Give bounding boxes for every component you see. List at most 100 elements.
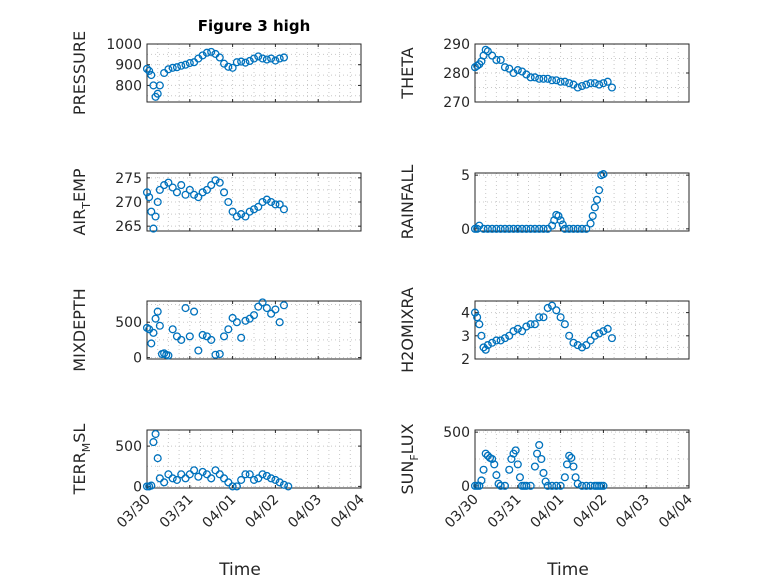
data-point <box>160 181 169 190</box>
data-point <box>237 333 246 342</box>
y-axis-label: AIRTEMP <box>70 168 93 235</box>
subplot-7: 0 500 03/30 03/31 04/01 04/02 04/03 04/04 TERRMS… <box>70 424 368 580</box>
data-point <box>164 65 173 74</box>
data-point <box>582 224 591 233</box>
x-tick-label: 04/03 <box>285 492 325 532</box>
data-point <box>496 55 505 64</box>
axes-box <box>474 300 690 360</box>
data-point <box>241 58 250 67</box>
data-point <box>530 320 539 329</box>
data-point <box>473 61 482 70</box>
data-point <box>232 482 241 491</box>
data-point <box>539 468 548 478</box>
data-point <box>211 176 220 185</box>
data-point <box>155 81 164 90</box>
data-point <box>577 481 587 490</box>
data-point <box>607 334 617 343</box>
data-point <box>473 313 482 322</box>
data-point <box>556 481 565 490</box>
data-point <box>599 79 608 88</box>
data-point <box>224 478 233 487</box>
data-point <box>477 331 486 340</box>
data-point <box>262 471 271 480</box>
data-point <box>249 311 259 320</box>
data-point <box>518 224 527 233</box>
data-point <box>526 320 535 329</box>
data-point <box>541 477 550 486</box>
data-point <box>558 220 567 229</box>
data-point <box>147 481 156 490</box>
data-point <box>147 339 156 348</box>
data-point <box>586 219 595 228</box>
data-point <box>284 482 293 491</box>
data-point <box>556 77 565 86</box>
data-point <box>526 224 535 233</box>
data-point <box>279 301 289 310</box>
data-point <box>479 343 488 352</box>
data-point <box>603 77 612 86</box>
data-point <box>168 325 177 334</box>
data-point <box>219 188 229 197</box>
data-point <box>181 60 190 69</box>
data-point <box>215 470 224 479</box>
data-point <box>554 211 563 221</box>
data-point <box>513 66 522 75</box>
data-point <box>492 224 501 233</box>
data-point <box>569 462 578 471</box>
data-point <box>224 197 233 207</box>
data-point <box>511 446 520 455</box>
data-point <box>595 80 604 89</box>
data-point <box>500 334 510 343</box>
subplot-3: 265 270 275 AIRTEMP <box>70 168 362 236</box>
x-tick-label: 03/31 <box>485 492 525 532</box>
data-point <box>202 185 211 194</box>
y-axis-label: H2OMIXRA <box>398 287 417 373</box>
data-point <box>513 324 522 333</box>
data-point <box>142 188 152 197</box>
data-point <box>552 481 561 490</box>
y-tick-label: 1000 <box>106 37 142 53</box>
y-tick-label: 900 <box>115 58 142 74</box>
data-point <box>481 345 490 354</box>
data-point <box>573 83 582 92</box>
data-point <box>211 466 220 475</box>
data-point <box>207 474 216 483</box>
data-point <box>599 170 608 179</box>
data-point <box>590 331 599 340</box>
data-point <box>490 460 499 469</box>
data-point <box>492 471 501 480</box>
data-point <box>262 304 271 313</box>
data-point <box>547 301 557 310</box>
data-point <box>595 329 604 338</box>
data-point <box>147 207 156 216</box>
data-point <box>172 63 182 72</box>
y-tick-label: 0 <box>461 222 470 238</box>
data-point <box>215 53 224 62</box>
data-point <box>202 470 211 479</box>
data-point <box>560 224 569 233</box>
data-point <box>530 462 539 471</box>
data-point <box>492 336 501 345</box>
data-point <box>194 472 203 481</box>
data-point <box>560 77 569 86</box>
data-point <box>271 200 280 209</box>
y-tick-label: 0 <box>461 479 470 495</box>
data-point <box>160 478 169 487</box>
data-point <box>592 195 602 204</box>
data-point <box>569 224 578 233</box>
data-point <box>219 332 229 341</box>
data-point <box>202 48 211 57</box>
data-point <box>237 210 246 219</box>
data-point <box>224 325 233 334</box>
data-point <box>142 64 152 73</box>
data-point <box>590 79 599 88</box>
data-point <box>237 57 246 66</box>
data-point <box>215 349 224 359</box>
data-point <box>168 474 177 483</box>
x-tick-label: 04/02 <box>570 492 610 532</box>
data-point <box>477 476 486 485</box>
data-point <box>573 224 582 233</box>
data-point <box>582 481 591 490</box>
data-point <box>470 308 480 317</box>
data-point <box>237 475 246 484</box>
